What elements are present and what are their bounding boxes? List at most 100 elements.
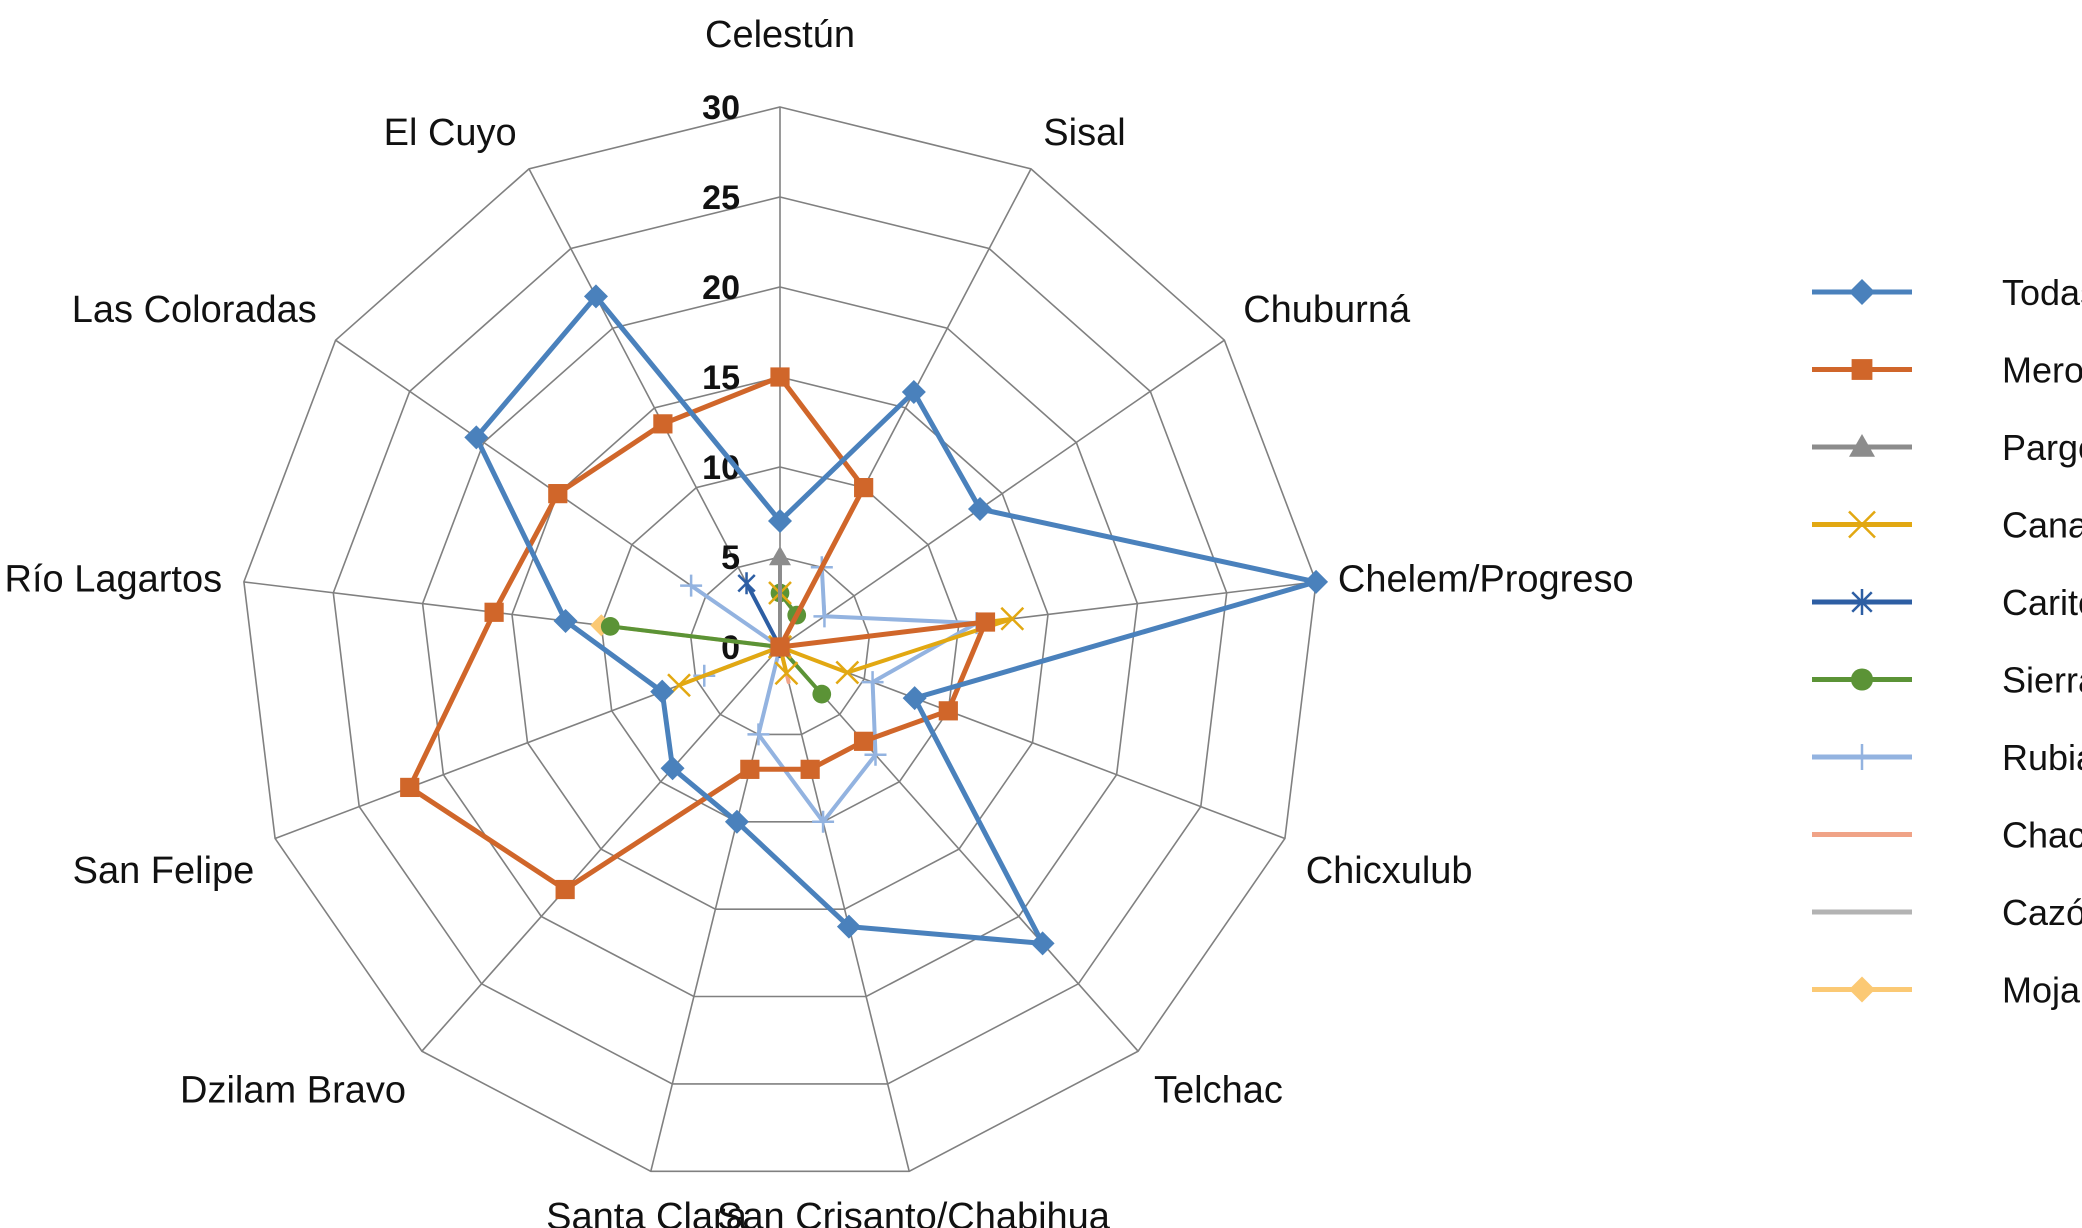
data-point-mero-chelem-progreso [975, 612, 996, 632]
legend-marker-mojarra [1849, 976, 1875, 1003]
legend-label-todas: Todas [2002, 272, 2082, 313]
data-point-mero-rio-lagartos [484, 602, 504, 622]
data-point-mero-santa-clara [740, 759, 760, 779]
data-point-mero-el-cuyo [653, 414, 673, 434]
data-point-sierra-rio-lagartos [600, 617, 620, 636]
category-label-las-coloradas: Las Coloradas [72, 289, 317, 331]
data-point-todas-chelem-progreso [1304, 569, 1329, 594]
spoke-el-cuyo [528, 168, 781, 648]
grid-ring-20 [421, 286, 1139, 998]
data-point-rubia-santa-clara [747, 723, 770, 746]
legend-label-carito: Carito [2002, 582, 2082, 623]
legend-marker-canane [1848, 510, 1876, 539]
category-label-chelem-progreso: Chelem/Progreso [1338, 559, 1634, 601]
category-label-santa-clara: Santa Clara [546, 1196, 748, 1228]
data-point-todas-san-crisanto-chabihua [836, 914, 861, 939]
tick-label-20: 20 [702, 269, 740, 307]
data-point-todas-santa-clara [724, 809, 749, 834]
spoke-san-crisanto-chabihua [779, 646, 910, 1172]
category-label-san-crisanto-chabihua: San Crisanto/Chabihua [717, 1196, 1111, 1228]
legend-item-canane: Canané [1812, 505, 2082, 546]
data-point-pargo-celestun [769, 546, 791, 566]
category-label-sisal: Sisal [1043, 112, 1125, 154]
legend-label-mero: Mero [2002, 350, 2082, 391]
data-point-mero-chicxulub [938, 701, 958, 721]
spoke-chicxulub [779, 646, 1286, 840]
category-label-telchac: Telchac [1154, 1070, 1283, 1112]
data-point-todas-chuburna [967, 496, 992, 521]
data-point-canane-chelem-progreso [1000, 606, 1025, 631]
legend-marker-carito [1851, 589, 1873, 615]
legend-label-chac-chi: Chac chi [2002, 815, 2082, 856]
data-point-rubia-las-coloradas [680, 574, 703, 597]
category-label-celestun: Celestún [705, 14, 855, 56]
legend-label-pargo: Pargo [2002, 427, 2082, 468]
data-point-rubia-telchac [864, 743, 887, 766]
tick-label-15: 15 [702, 359, 740, 397]
series-line-todas [473, 293, 1319, 946]
spoke-telchac [779, 646, 1139, 1052]
grid-ring-10 [600, 466, 960, 823]
data-point-todas-celestun [768, 509, 792, 533]
category-label-chicxulub: Chicxulub [1306, 850, 1473, 892]
data-point-mero-san-felipe [400, 777, 420, 798]
legend-item-mojarra: Mojarra [1812, 970, 2082, 1011]
data-point-carito-el-cuyo [737, 572, 756, 595]
data-point-mero-san-crisanto-chabihua [800, 759, 820, 779]
data-point-mero-sisal [854, 478, 874, 498]
legend-item-mero: Mero [1812, 350, 2082, 391]
legend-marker-rubia [1849, 744, 1875, 770]
category-label-dzilam-bravo: Dzilam Bravo [180, 1070, 406, 1112]
legend-item-cazon: Cazón [1812, 892, 2082, 933]
category-labels: Celestún Sisal Chuburná Chelem/Progreso Chic… [5, 14, 1634, 1228]
data-point-todas-rio-lagartos [553, 608, 578, 633]
legend-label-canane: Canané [2002, 505, 2082, 546]
data-point-todas-telchac [1030, 931, 1055, 956]
data-point-todas-las-coloradas [464, 425, 489, 450]
legend-item-sierra: Sierra [1812, 660, 2082, 701]
data-point-todas-sisal [901, 379, 926, 404]
legend-marker-sierra [1850, 668, 1874, 691]
legend-marker-pargo [1849, 434, 1875, 457]
data-point-canane-chicxulub [835, 660, 860, 685]
legend-marker-mero [1851, 359, 1873, 380]
data-point-sierra-telchac [812, 684, 832, 704]
tick-label-5: 5 [721, 539, 740, 577]
data-point-todas-chicxulub [902, 686, 927, 711]
series-todas [464, 284, 1329, 956]
data-point-mero-dzilam-bravo [555, 879, 575, 900]
data-point-todas-dzilam-bravo [660, 756, 685, 781]
legend-marker-todas [1849, 279, 1875, 305]
grid-ring-5 [689, 556, 871, 736]
legend-label-rubia: Rubia [2002, 737, 2082, 778]
legend: Todas Mero Pargo Canané Carito Sierra Rubia Cha… [1812, 272, 2082, 1011]
legend-item-todas: Todas [1812, 272, 2082, 313]
data-point-mero-las-coloradas [548, 484, 568, 504]
category-label-chuburna: Chuburná [1243, 289, 1411, 331]
series-mero [400, 367, 996, 900]
legend-label-sierra: Sierra [2002, 660, 2082, 701]
legend-item-carito: Carito [1812, 582, 2082, 623]
data-point-mero-celestun [770, 367, 790, 387]
grid-ring-25 [332, 196, 1228, 1085]
legend-item-chac-chi: Chac chi [1812, 815, 2082, 856]
spoke-dzilam-bravo [421, 646, 781, 1052]
data-point-rubia-san-crisanto-chabihua [812, 810, 835, 833]
series-rubia [680, 556, 988, 833]
grid-ring-30 [243, 106, 1317, 1173]
category-label-san-felipe: San Felipe [73, 850, 255, 892]
category-label-rio-lagartos: Río Lagartos [5, 559, 223, 601]
category-label-el-cuyo: El Cuyo [384, 112, 517, 154]
legend-label-mojarra: Mojarra [2002, 970, 2082, 1011]
legend-label-cazon: Cazón [2002, 892, 2082, 933]
series-lines [400, 284, 1329, 956]
legend-item-rubia: Rubia [1812, 737, 2082, 778]
data-point-canane-san-crisanto-chabihua [774, 661, 799, 686]
data-point-rubia-chicxulub [861, 671, 884, 694]
data-point-todas-san-felipe [650, 679, 675, 704]
series-line-mero [407, 374, 988, 892]
data-point-todas-el-cuyo [583, 284, 608, 309]
